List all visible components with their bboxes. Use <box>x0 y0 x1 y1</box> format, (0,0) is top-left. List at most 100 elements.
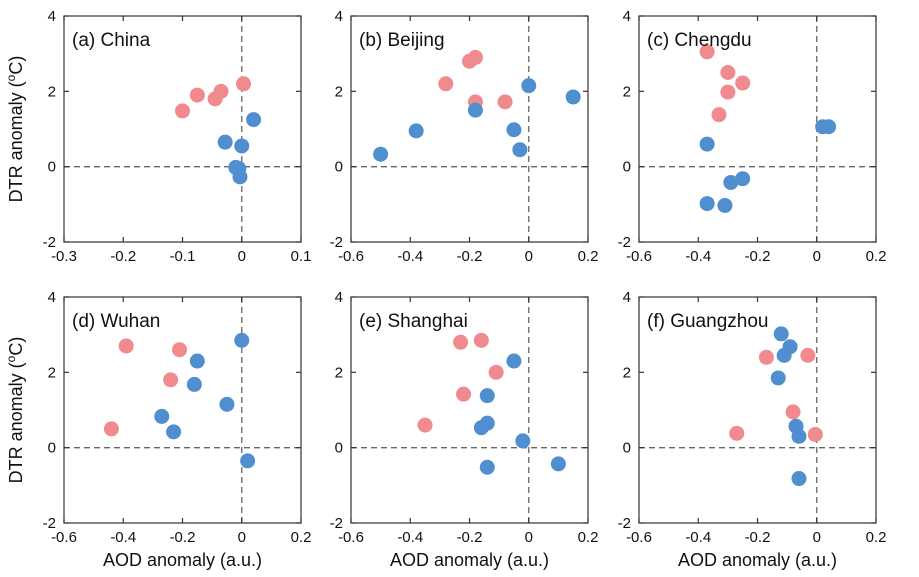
x-axis-title: AOD anomaly (a.u.) <box>678 550 837 570</box>
data-point-pink <box>236 76 252 92</box>
x-tick-label: 0 <box>813 529 821 546</box>
data-point-blue <box>821 119 837 135</box>
y-tick-label: -2 <box>330 234 343 251</box>
y-tick-label: 0 <box>335 440 343 457</box>
data-point-blue <box>246 112 262 128</box>
data-point-pink <box>172 342 188 358</box>
data-point-blue <box>521 78 537 94</box>
panel-5: -0.6 -0.4 -0.2 0 0.2 -2 0 2 4 (e) Shanghai AOD ano… <box>330 289 599 570</box>
data-point-blue <box>166 424 182 440</box>
y-tick-label: 2 <box>48 83 56 100</box>
x-tick-label: -0.6 <box>626 529 652 546</box>
data-point-blue <box>506 122 522 138</box>
x-tick-label: 0.1 <box>291 248 312 265</box>
data-point-blue <box>565 89 581 105</box>
data-point-pink <box>720 65 736 80</box>
data-point-pink <box>163 372 179 388</box>
data-point-blue <box>791 428 807 444</box>
data-point-pink <box>758 349 774 365</box>
data-point-pink <box>711 107 727 123</box>
data-point-blue <box>240 453 256 469</box>
data-point-blue <box>219 396 235 412</box>
x-tick-label: 0 <box>525 248 533 265</box>
y-tick-label: -2 <box>618 515 631 532</box>
panel-label: (b) Beijing <box>359 30 445 51</box>
x-tick-label: -0.1 <box>170 248 196 265</box>
x-tick-label: -0.2 <box>745 248 771 265</box>
data-point-blue <box>512 142 528 158</box>
x-tick-label: -0.6 <box>338 529 364 546</box>
y-tick-label: 0 <box>48 159 56 176</box>
data-point-blue <box>189 353 205 369</box>
panel-3: -0.6 -0.4 -0.2 0 0.2 -2 0 2 4 (c) Chengdu <box>618 8 887 265</box>
data-point-blue <box>479 388 495 404</box>
y-tick-label: 4 <box>335 8 343 25</box>
y-tick-label: 2 <box>335 364 343 381</box>
data-point-blue <box>234 332 250 348</box>
data-point-blue <box>776 347 792 363</box>
y-tick-label: 4 <box>48 8 56 25</box>
x-tick-label: 0 <box>238 529 246 546</box>
data-point-blue <box>373 146 389 162</box>
data-point-pink <box>488 364 504 380</box>
data-point-pink <box>800 347 816 363</box>
panel-label: (d) Wuhan <box>72 311 160 332</box>
panel-1: -0.3 -0.2 -0.1 0 0.1 -2 0 2 4 (a) China DTR anomal… <box>4 8 311 265</box>
data-point-blue <box>473 420 489 436</box>
x-tick-label: 0 <box>238 248 246 265</box>
data-point-blue <box>232 169 248 185</box>
y-axis-title: DTR anomaly (oC) <box>4 56 26 203</box>
data-point-blue <box>467 102 483 118</box>
panel-label: (c) Chengdu <box>647 30 752 51</box>
y-tick-label: 4 <box>335 289 343 306</box>
data-point-pink <box>729 425 745 441</box>
y-tick-label: 0 <box>623 440 631 457</box>
x-tick-label: -0.6 <box>338 248 364 265</box>
data-point-pink <box>497 94 513 110</box>
y-tick-label: 4 <box>623 8 631 25</box>
y-tick-label: 4 <box>623 289 631 306</box>
y-tick-label: 2 <box>623 364 631 381</box>
y-tick-label: -2 <box>43 515 56 532</box>
data-point-pink <box>118 338 134 354</box>
y-tick-label: -2 <box>618 234 631 251</box>
panel-6: -0.6 -0.4 -0.2 0 0.2 -2 0 2 4 (f) Guangzhou AOD an… <box>618 289 887 570</box>
y-tick-label: 4 <box>48 289 56 306</box>
data-point-pink <box>473 332 489 348</box>
y-tick-label: 0 <box>48 440 56 457</box>
data-point-blue <box>699 136 715 152</box>
panel-4: -0.6 -0.4 -0.2 0 0.2 -2 0 2 4 (d) Wuhan AOD anomal… <box>4 289 311 570</box>
x-tick-label: 0.2 <box>578 529 599 546</box>
data-point-pink <box>699 44 715 60</box>
x-tick-label: -0.4 <box>397 529 423 546</box>
panel-label: (e) Shanghai <box>359 311 468 332</box>
panel-2: -0.6 -0.4 -0.2 0 0.2 -2 0 2 4 (b) Beijing <box>330 8 599 265</box>
x-tick-label: -0.6 <box>626 248 652 265</box>
x-tick-label: 0.2 <box>291 529 312 546</box>
y-tick-label: 0 <box>623 159 631 176</box>
data-point-pink <box>720 84 736 100</box>
data-point-pink <box>189 87 205 103</box>
data-point-pink <box>103 421 119 437</box>
panels: -0.3 -0.2 -0.1 0 0.1 -2 0 2 4 (a) China DTR anomal… <box>4 8 886 570</box>
data-point-blue <box>217 134 233 150</box>
x-tick-label: 0.2 <box>578 248 599 265</box>
x-tick-label: -0.4 <box>110 529 136 546</box>
data-point-pink <box>467 49 483 65</box>
data-point-blue <box>770 370 786 386</box>
data-point-blue <box>506 353 522 369</box>
data-point-blue <box>723 174 739 190</box>
data-point-blue <box>186 376 202 392</box>
data-point-blue <box>717 197 733 213</box>
data-point-pink <box>213 83 229 99</box>
x-tick-label: -0.2 <box>170 529 196 546</box>
x-axis-title: AOD anomaly (a.u.) <box>103 550 262 570</box>
x-tick-label: 0 <box>525 529 533 546</box>
y-tick-label: 2 <box>335 83 343 100</box>
x-tick-label: -0.4 <box>685 529 711 546</box>
data-point-blue <box>699 196 715 212</box>
data-point-blue <box>408 123 424 139</box>
data-point-pink <box>785 404 801 420</box>
x-tick-label: -0.4 <box>685 248 711 265</box>
